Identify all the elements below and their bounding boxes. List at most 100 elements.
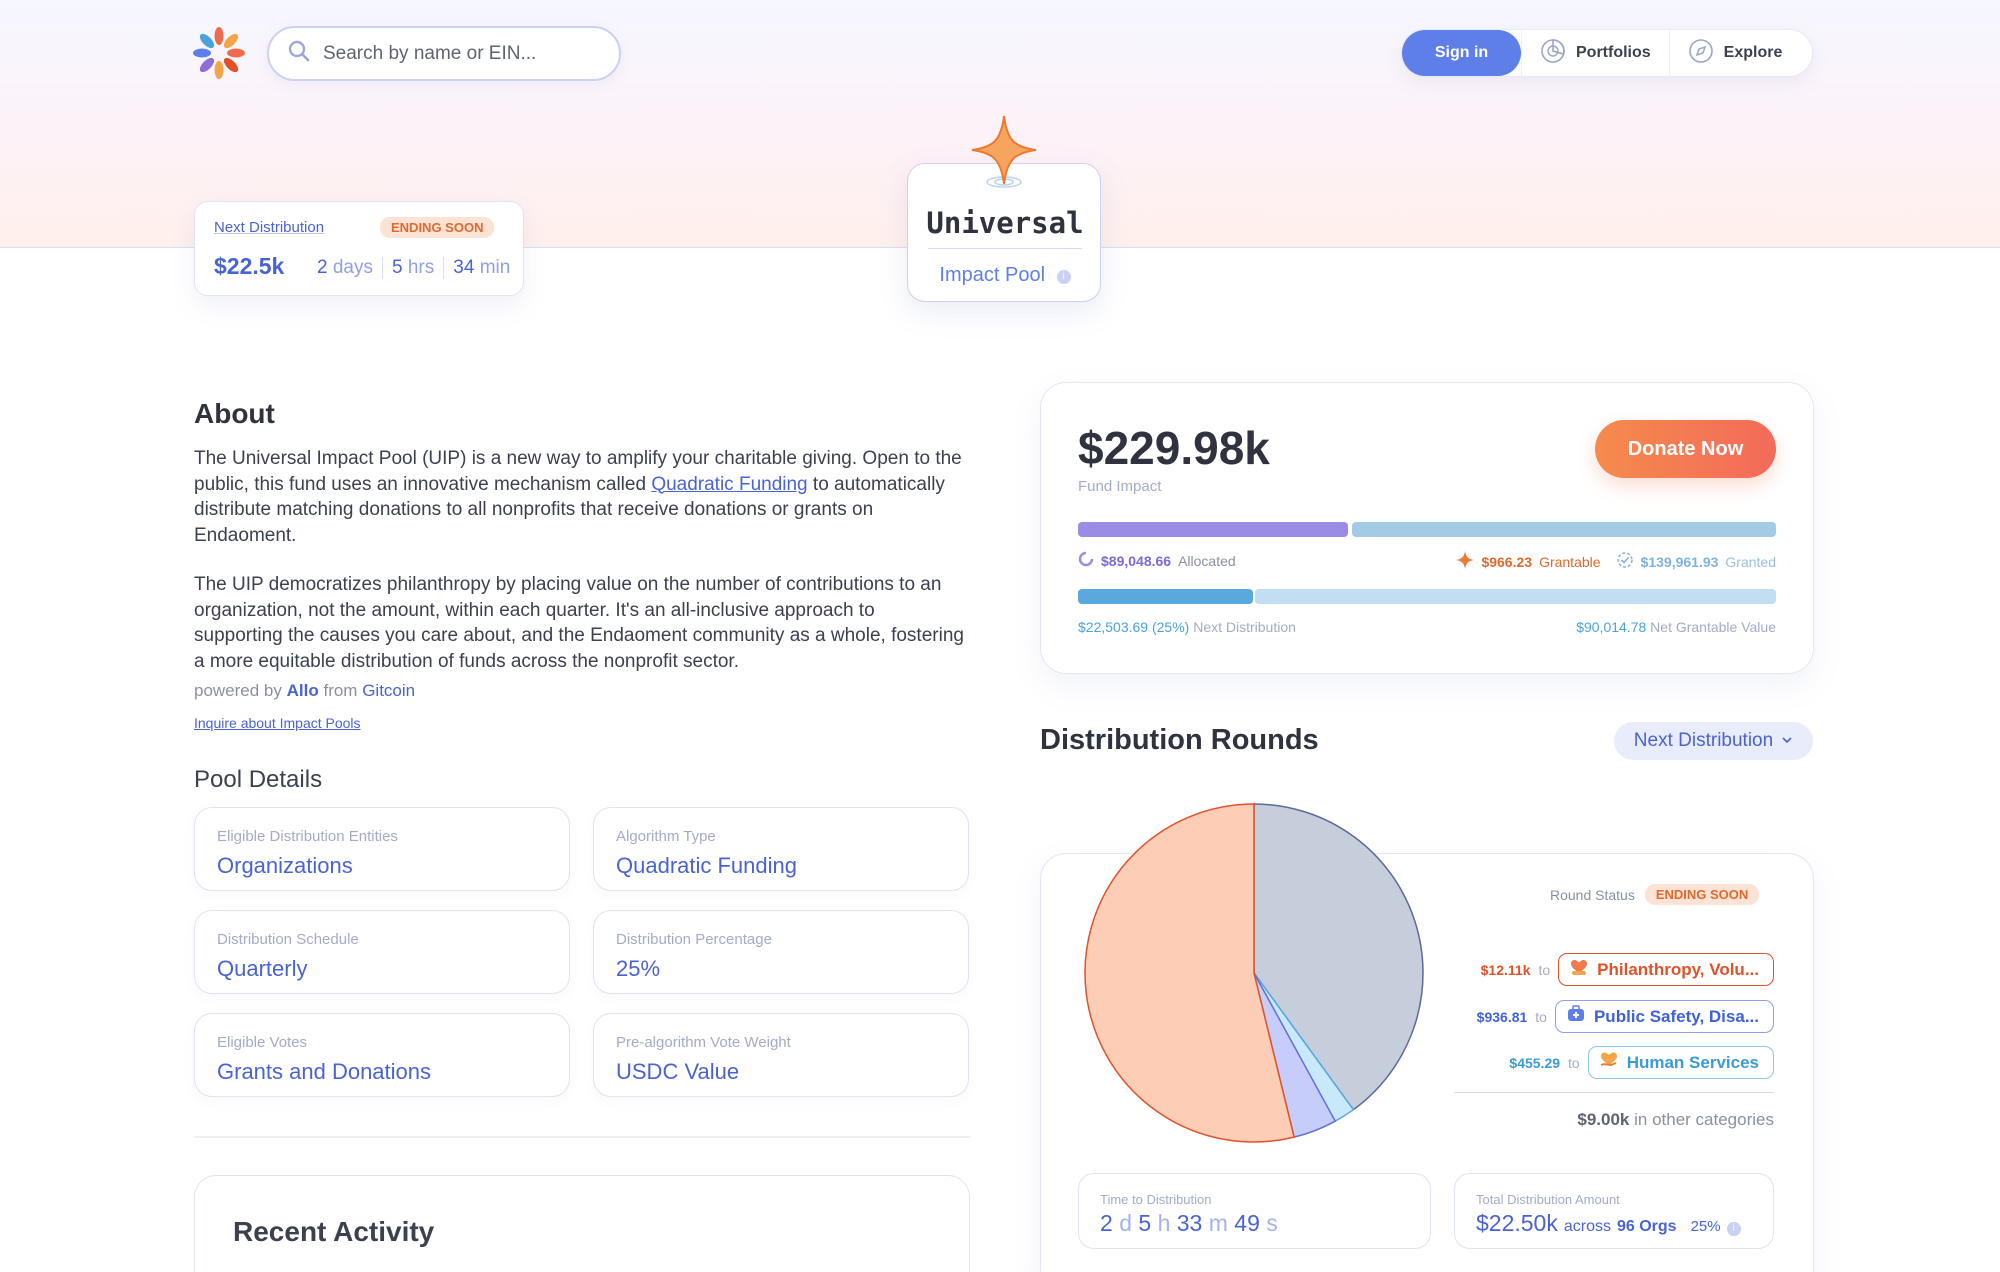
detail-value: Organizations (217, 853, 353, 878)
category-amount: $455.29 (1509, 1054, 1561, 1071)
category-to: to (1538, 961, 1551, 978)
total-amount: $22.50k (1476, 1210, 1558, 1236)
donate-now-button[interactable]: Donate Now (1595, 420, 1776, 478)
detail-label: Eligible Distribution Entities (217, 828, 398, 845)
time-countdown: 2 d 5 h 33 m 49 s (1100, 1210, 1278, 1236)
allocated-value: $89,048.66 (1101, 552, 1172, 569)
time-to-distribution-card: Time to Distribution 2 d 5 h 33 m 49 s (1078, 1173, 1431, 1249)
other-label: in other categories (1634, 1110, 1774, 1129)
pie-slice-other[interactable] (1253, 803, 1424, 1111)
search-icon (287, 39, 311, 68)
total-orgs: 96 Orgs (1616, 1218, 1677, 1235)
round-status-label: Round Status (1550, 886, 1635, 903)
detail-label: Distribution Schedule (217, 931, 359, 948)
quadratic-funding-link[interactable]: Quadratic Funding (651, 473, 808, 495)
category-name: Public Safety, Disa... (1593, 1006, 1759, 1026)
explore-label: Explore (1723, 44, 1783, 61)
portfolios-label: Portfolios (1576, 44, 1651, 61)
category-row: $12.11k to Philanthropy, Volu... (1374, 953, 1774, 986)
total-percentage: 25% (1690, 1218, 1721, 1235)
detail-value: Quarterly (217, 956, 308, 981)
detail-label: Eligible Votes (217, 1034, 308, 1051)
category-amount: $12.11k (1480, 961, 1531, 978)
sparkle-small-icon (1456, 551, 1475, 572)
heart-hand-icon (1599, 1050, 1619, 1075)
grantable-granted-legend: $966.23 Grantable $139,961.93 Granted (1456, 551, 1776, 572)
fund-impact-card: $229.98k Fund Impact Donate Now $89,048.… (1040, 382, 1814, 674)
detail-algorithm-type: Algorithm Type Quadratic Funding (593, 807, 969, 891)
chevron-down-icon (1781, 730, 1793, 752)
recent-activity-heading: Recent Activity (233, 1216, 435, 1247)
category-pill-human-services[interactable]: Human Services (1587, 1046, 1774, 1079)
detail-value: USDC Value (616, 1059, 740, 1084)
category-divider (1454, 1092, 1774, 1093)
pool-subtitle[interactable]: Impact Pool i (908, 264, 1102, 287)
distribution-rounds-heading: Distribution Rounds (1040, 724, 1319, 756)
net-grantable-text: Net Grantable Value (1650, 619, 1776, 635)
round-selector-label: Next Distribution (1633, 730, 1774, 751)
round-selector-dropdown[interactable]: Next Distribution (1614, 722, 1813, 760)
category-name: Philanthropy, Volu... (1597, 959, 1759, 979)
other-amount: $9.00k (1577, 1110, 1630, 1129)
fund-amount: $229.98k (1078, 422, 1270, 474)
allocated-legend: $89,048.66 Allocated (1078, 551, 1236, 570)
inquire-link[interactable]: Inquire about Impact Pools (194, 715, 361, 731)
detail-eligible-entities: Eligible Distribution Entities Organizat… (194, 807, 570, 891)
search-input[interactable] (323, 42, 593, 65)
category-pill-philanthropy[interactable]: Philanthropy, Volu... (1558, 953, 1774, 986)
about-paragraph-1: The Universal Impact Pool (UIP) is a new… (194, 448, 962, 546)
portfolios-button[interactable]: Portfolios (1521, 30, 1669, 76)
recent-activity-card: Recent Activity (194, 1175, 970, 1272)
detail-vote-weight: Pre-algorithm Vote Weight USDC Value (593, 1013, 969, 1097)
next-distribution-bar (1078, 589, 1253, 604)
portfolio-icon (1540, 38, 1566, 69)
pool-divider (928, 248, 1082, 249)
heart-hands-icon (1569, 957, 1589, 982)
category-row: $936.81 to Public Safety, Disa... (1374, 1000, 1774, 1033)
search-box[interactable] (267, 26, 621, 81)
compass-icon (1688, 38, 1714, 69)
powered-by: powered by Allo from Gitcoin (194, 681, 416, 700)
detail-value: 25% (616, 956, 661, 981)
gitcoin-link[interactable]: Gitcoin (362, 681, 416, 700)
about-heading: About (194, 398, 275, 429)
total-label: Total Distribution Amount (1476, 1192, 1620, 1207)
next-distribution-label[interactable]: Next Distribution (214, 219, 325, 236)
minutes-unit: min (479, 257, 511, 278)
medical-kit-icon (1566, 1004, 1586, 1029)
next-distribution-amount: $22.5k (214, 253, 285, 279)
net-grantable-value: $90,014.78 (1576, 619, 1647, 635)
net-grantable-legend: $90,014.78 Net Grantable Value (1576, 619, 1776, 635)
explore-button[interactable]: Explore (1668, 30, 1801, 76)
next-distribution-text: Next Distribution (1193, 619, 1296, 635)
ending-soon-badge: ENDING SOON (380, 217, 495, 238)
total-distribution-card: Total Distribution Amount $22.50k across… (1454, 1173, 1774, 1249)
about-paragraph-2: The UIP democratizes philanthropy by pla… (194, 574, 964, 672)
sign-in-button[interactable]: Sign in (1402, 30, 1521, 76)
granted-icon (1616, 551, 1634, 572)
hours-unit: hrs (407, 257, 435, 278)
grantable-value: $966.23 (1481, 553, 1533, 570)
pool-badge-card: Universal Impact Pool i (907, 163, 1101, 302)
category-amount: $936.81 (1476, 1008, 1528, 1025)
info-icon[interactable]: i (1726, 1222, 1741, 1236)
category-pill-public-safety[interactable]: Public Safety, Disa... (1554, 1000, 1774, 1033)
allo-link[interactable]: Allo (286, 681, 319, 700)
granted-value: $139,961.93 (1640, 553, 1719, 570)
countdown: 2 days 5 hrs 34 min (308, 257, 519, 279)
days-value: 2 (317, 257, 328, 278)
minutes-value: 34 (453, 257, 475, 278)
distribution-pie-chart (1084, 803, 1424, 1143)
detail-label: Distribution Percentage (616, 931, 772, 948)
pie-slice-philanthropy[interactable] (1084, 803, 1296, 1143)
next-distribution-legend: $22,503.69 (25%) Next Distribution (1078, 619, 1296, 635)
allocated-icon (1078, 551, 1094, 570)
endaoment-logo[interactable] (192, 26, 246, 80)
total-amount-row: $22.50k across 96 Orgs 25% i (1476, 1210, 1766, 1237)
next-distribution-card[interactable]: Next Distribution ENDING SOON $22.5k 2 d… (194, 201, 524, 296)
other-categories: $9.00k in other categories (1374, 1110, 1774, 1130)
info-icon[interactable]: i (1056, 270, 1071, 284)
section-divider (194, 1136, 970, 1138)
grantable-label: Grantable (1539, 553, 1601, 570)
round-status: Round Status ENDING SOON (1550, 884, 1760, 905)
